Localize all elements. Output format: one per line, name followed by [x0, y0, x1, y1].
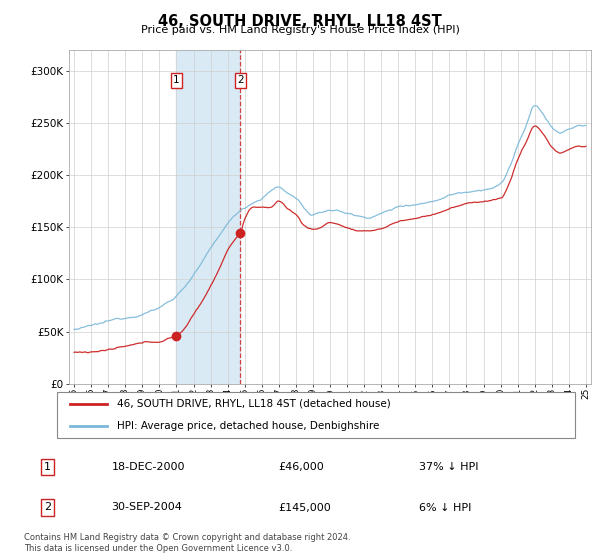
Text: 1: 1	[44, 461, 51, 472]
Text: 37% ↓ HPI: 37% ↓ HPI	[419, 461, 478, 472]
Text: £46,000: £46,000	[278, 461, 323, 472]
Text: HPI: Average price, detached house, Denbighshire: HPI: Average price, detached house, Denb…	[117, 421, 379, 431]
Bar	[176, 50, 241, 384]
Text: Price paid vs. HM Land Registry's House Price Index (HPI): Price paid vs. HM Land Registry's House …	[140, 25, 460, 35]
Text: 2: 2	[237, 76, 244, 85]
FancyBboxPatch shape	[56, 393, 575, 437]
Text: 46, SOUTH DRIVE, RHYL, LL18 4ST: 46, SOUTH DRIVE, RHYL, LL18 4ST	[158, 14, 442, 29]
Text: 46, SOUTH DRIVE, RHYL, LL18 4ST (detached house): 46, SOUTH DRIVE, RHYL, LL18 4ST (detache…	[117, 399, 391, 409]
Text: 18-DEC-2000: 18-DEC-2000	[112, 461, 185, 472]
Text: 1: 1	[173, 76, 180, 85]
Text: Contains HM Land Registry data © Crown copyright and database right 2024.
This d: Contains HM Land Registry data © Crown c…	[24, 533, 350, 553]
Text: 6% ↓ HPI: 6% ↓ HPI	[419, 502, 471, 512]
Text: £145,000: £145,000	[278, 502, 331, 512]
Text: 30-SEP-2004: 30-SEP-2004	[112, 502, 182, 512]
Text: 2: 2	[44, 502, 51, 512]
